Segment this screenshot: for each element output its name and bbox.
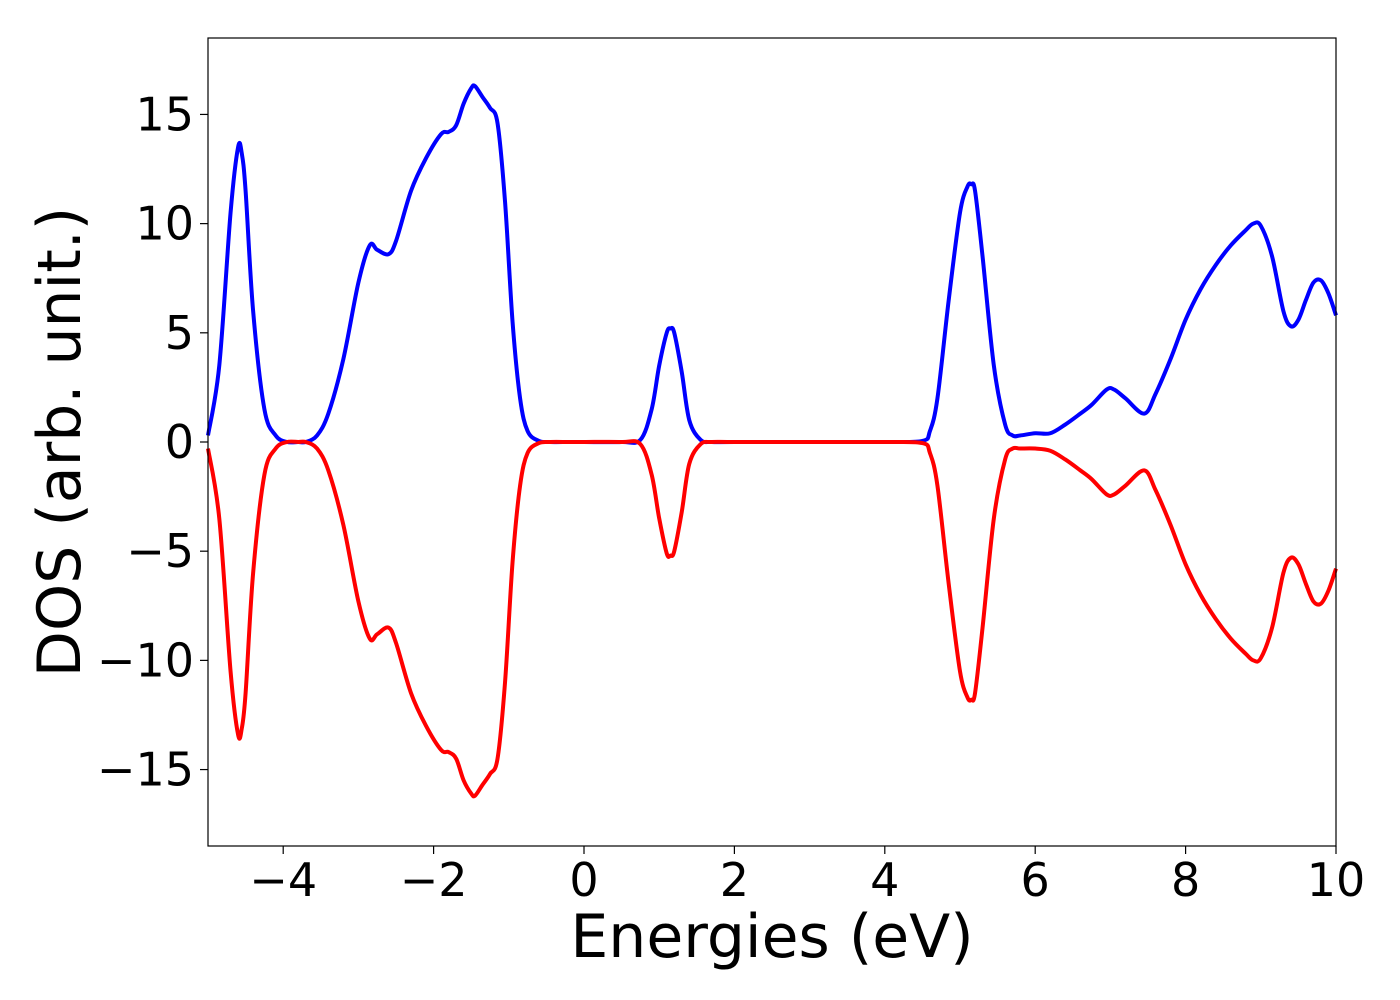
series-layer [206,83,1338,799]
x-tick-label: 4 [870,853,899,907]
spin-up-line [206,83,1338,445]
spin-down-line [206,439,1338,799]
y-axis-label: DOS (arb. unit.) [25,207,95,677]
x-tick-label: 2 [720,853,749,907]
y-tick-label: 5 [165,306,194,360]
x-tick-label: 6 [1021,853,1050,907]
y-tick-label: −5 [126,524,194,578]
x-tick-label: 0 [569,853,598,907]
y-tick-label: −15 [97,743,194,797]
x-tick-label: 10 [1307,853,1366,907]
y-tick-label: −10 [97,633,194,687]
y-tick-label: 15 [135,87,194,141]
x-tick-label: −2 [400,853,468,907]
x-axis: −4 −2 0 2 4 6 8 10 [249,846,1365,907]
x-tick-label: 8 [1171,853,1200,907]
y-tick-label: 0 [165,415,194,469]
y-axis: 15 10 5 0 −5 −10 −15 [97,87,208,797]
x-tick-label: −4 [249,853,317,907]
y-tick-label: 10 [135,197,194,251]
x-axis-label: Energies (eV) [570,902,973,972]
